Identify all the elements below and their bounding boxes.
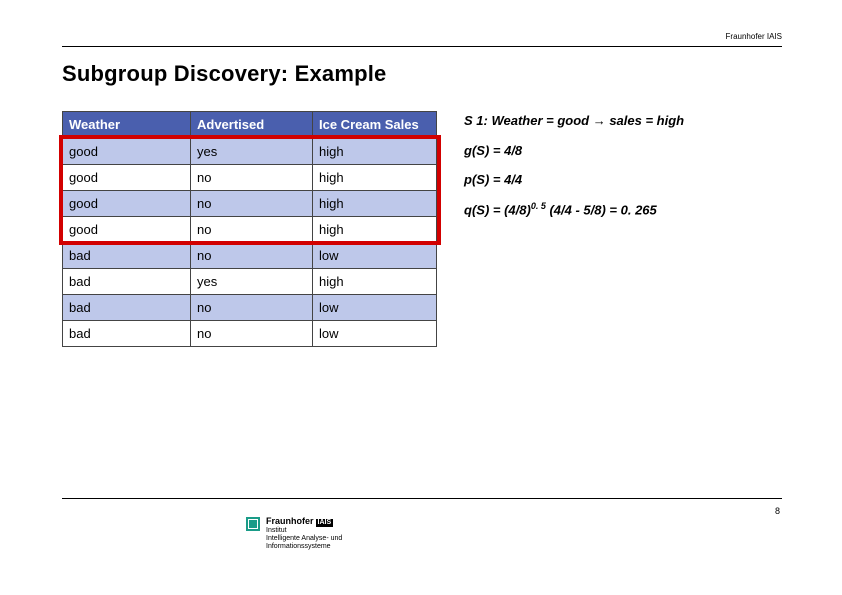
formula-q: q(S) = (4/8)0. 5 (4/4 - 5/8) = 0. 265	[464, 200, 684, 220]
table-cell: high	[313, 138, 437, 164]
table-body: goodyeshighgoodnohighgoodnohighgoodnohig…	[63, 138, 437, 346]
table-row: goodyeshigh	[63, 138, 437, 164]
table-cell: good	[63, 190, 191, 216]
table-cell: bad	[63, 294, 191, 320]
formula-block: S 1: Weather = good → sales = high g(S) …	[464, 111, 684, 229]
table-cell: no	[191, 294, 313, 320]
col-header-1: Advertised	[191, 112, 313, 139]
table-row: badyeshigh	[63, 268, 437, 294]
table-cell: high	[313, 268, 437, 294]
table-cell: high	[313, 164, 437, 190]
footer-logo: FraunhoferIAIS Institut Intelligente Ana…	[246, 516, 342, 551]
table-cell: yes	[191, 268, 313, 294]
page-number: 8	[775, 506, 780, 516]
table-row: badnolow	[63, 242, 437, 268]
data-table: WeatherAdvertisedIce Cream Sales goodyes…	[62, 111, 437, 347]
table-cell: no	[191, 216, 313, 242]
formula-s1: S 1: Weather = good → sales = high	[464, 111, 684, 131]
col-header-0: Weather	[63, 112, 191, 139]
table-cell: no	[191, 164, 313, 190]
fraunhofer-logo-icon	[246, 517, 260, 531]
formula-g: g(S) = 4/8	[464, 141, 684, 161]
formula-p: p(S) = 4/4	[464, 170, 684, 190]
table-wrap: WeatherAdvertisedIce Cream Sales goodyes…	[62, 111, 436, 347]
bottom-rule	[62, 498, 782, 499]
table-cell: bad	[63, 320, 191, 346]
table-cell: no	[191, 320, 313, 346]
table-row: badnolow	[63, 320, 437, 346]
table-row: goodnohigh	[63, 164, 437, 190]
table-row: badnolow	[63, 294, 437, 320]
table-cell: low	[313, 320, 437, 346]
table-cell: yes	[191, 138, 313, 164]
col-header-2: Ice Cream Sales	[313, 112, 437, 139]
footer-logo-text: FraunhoferIAIS Institut Intelligente Ana…	[266, 516, 342, 551]
table-cell: low	[313, 294, 437, 320]
table-cell: good	[63, 164, 191, 190]
table-cell: bad	[63, 242, 191, 268]
slide-page: Fraunhofer IAIS Subgroup Discovery: Exam…	[62, 46, 782, 347]
table-cell: good	[63, 138, 191, 164]
table-cell: high	[313, 190, 437, 216]
header-brand: Fraunhofer IAIS	[726, 32, 782, 41]
top-rule	[62, 46, 782, 47]
table-cell: no	[191, 242, 313, 268]
page-title: Subgroup Discovery: Example	[62, 61, 782, 87]
table-cell: high	[313, 216, 437, 242]
content-row: WeatherAdvertisedIce Cream Sales goodyes…	[62, 111, 782, 347]
table-head: WeatherAdvertisedIce Cream Sales	[63, 112, 437, 139]
table-row: goodnohigh	[63, 190, 437, 216]
table-row: goodnohigh	[63, 216, 437, 242]
table-cell: no	[191, 190, 313, 216]
table-cell: low	[313, 242, 437, 268]
table-cell: bad	[63, 268, 191, 294]
table-cell: good	[63, 216, 191, 242]
